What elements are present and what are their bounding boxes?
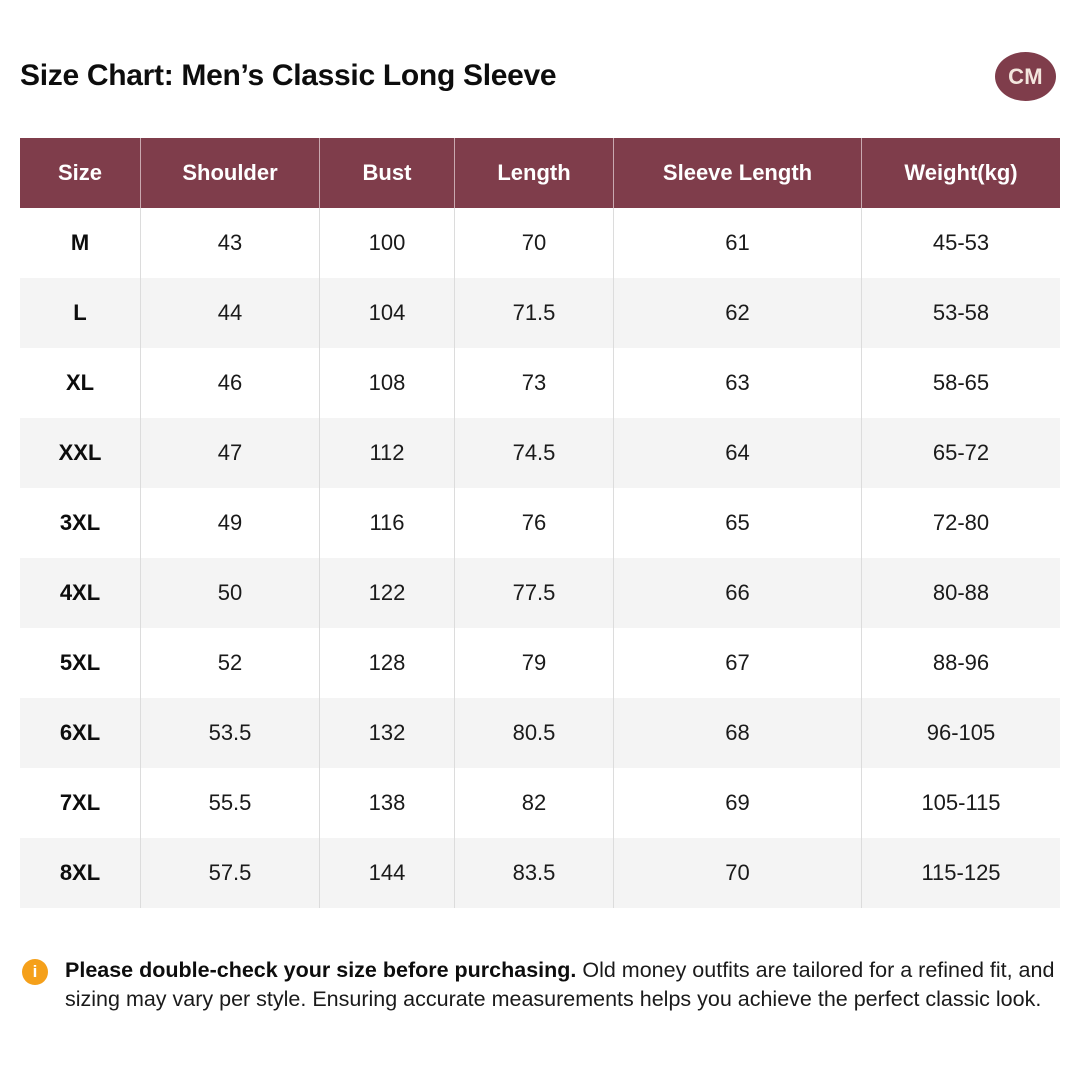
cell-bust: 128 bbox=[319, 628, 454, 698]
cell-shoulder: 52 bbox=[140, 628, 319, 698]
cell-length: 77.5 bbox=[454, 558, 613, 628]
table-body: M 43 100 70 61 45-53 L 44 104 71.5 62 53-58 XL 46 108 7… bbox=[20, 208, 1060, 908]
unit-toggle-badge[interactable]: CM bbox=[995, 52, 1056, 101]
cell-sleeve-length: 63 bbox=[613, 348, 861, 418]
cell-bust: 122 bbox=[319, 558, 454, 628]
note-text: Please double-check your size before pur… bbox=[65, 956, 1055, 1014]
cell-weight: 45-53 bbox=[861, 208, 1060, 278]
cell-length: 74.5 bbox=[454, 418, 613, 488]
cell-bust: 100 bbox=[319, 208, 454, 278]
table-row: L 44 104 71.5 62 53-58 bbox=[20, 278, 1060, 348]
cell-length: 73 bbox=[454, 348, 613, 418]
table-row: XL 46 108 73 63 58-65 bbox=[20, 348, 1060, 418]
cell-weight: 88-96 bbox=[861, 628, 1060, 698]
column-header-sleeve-length: Sleeve Length bbox=[613, 138, 861, 208]
cell-sleeve-length: 68 bbox=[613, 698, 861, 768]
cell-length: 71.5 bbox=[454, 278, 613, 348]
cell-shoulder: 57.5 bbox=[140, 838, 319, 908]
column-header-bust: Bust bbox=[319, 138, 454, 208]
table-row: 7XL 55.5 138 82 69 105-115 bbox=[20, 768, 1060, 838]
cell-length: 70 bbox=[454, 208, 613, 278]
cell-weight: 65-72 bbox=[861, 418, 1060, 488]
cell-size: XXL bbox=[58, 440, 102, 465]
cell-bust: 144 bbox=[319, 838, 454, 908]
size-advice-note: i Please double-check your size before p… bbox=[22, 956, 1062, 1014]
cell-sleeve-length: 69 bbox=[613, 768, 861, 838]
table-row: 3XL 49 116 76 65 72-80 bbox=[20, 488, 1060, 558]
cell-bust: 132 bbox=[319, 698, 454, 768]
cell-shoulder: 44 bbox=[140, 278, 319, 348]
column-header-size: Size bbox=[57, 160, 103, 185]
cell-shoulder: 50 bbox=[140, 558, 319, 628]
table-row: M 43 100 70 61 45-53 bbox=[20, 208, 1060, 278]
cell-shoulder: 43 bbox=[140, 208, 319, 278]
cell-weight: 72-80 bbox=[861, 488, 1060, 558]
cell-size: 4XL bbox=[59, 580, 101, 605]
cell-bust: 138 bbox=[319, 768, 454, 838]
table-row: 6XL 53.5 132 80.5 68 96-105 bbox=[20, 698, 1060, 768]
cell-weight: 115-125 bbox=[861, 838, 1060, 908]
cell-sleeve-length: 64 bbox=[613, 418, 861, 488]
cell-weight: 80-88 bbox=[861, 558, 1060, 628]
cell-size: 3XL bbox=[59, 510, 101, 535]
cell-sleeve-length: 62 bbox=[613, 278, 861, 348]
cell-sleeve-length: 70 bbox=[613, 838, 861, 908]
cell-size: L bbox=[73, 300, 87, 325]
cell-shoulder: 46 bbox=[140, 348, 319, 418]
cell-size: 8XL bbox=[59, 860, 101, 885]
info-icon: i bbox=[22, 959, 48, 985]
cell-sleeve-length: 61 bbox=[613, 208, 861, 278]
cell-shoulder: 53.5 bbox=[140, 698, 319, 768]
cell-size: XL bbox=[65, 370, 95, 395]
cell-weight: 53-58 bbox=[861, 278, 1060, 348]
size-chart-table: Size Shoulder Bust Length Sleeve Length … bbox=[20, 138, 1060, 908]
cell-weight: 58-65 bbox=[861, 348, 1060, 418]
column-header-weight: Weight(kg) bbox=[861, 138, 1060, 208]
cell-shoulder: 47 bbox=[140, 418, 319, 488]
cell-size: M bbox=[70, 230, 90, 255]
cell-weight: 105-115 bbox=[861, 768, 1060, 838]
cell-bust: 112 bbox=[319, 418, 454, 488]
cell-sleeve-length: 67 bbox=[613, 628, 861, 698]
cell-bust: 116 bbox=[319, 488, 454, 558]
cell-length: 79 bbox=[454, 628, 613, 698]
cell-bust: 104 bbox=[319, 278, 454, 348]
table-header-row: Size Shoulder Bust Length Sleeve Length … bbox=[20, 138, 1060, 208]
cell-shoulder: 55.5 bbox=[140, 768, 319, 838]
cell-size: 5XL bbox=[59, 650, 101, 675]
cell-length: 82 bbox=[454, 768, 613, 838]
column-header-length: Length bbox=[454, 138, 613, 208]
cell-bust: 108 bbox=[319, 348, 454, 418]
column-header-shoulder: Shoulder bbox=[140, 138, 319, 208]
note-body-text: Old money outfits are tailored for a ref… bbox=[65, 958, 1055, 1011]
cell-length: 80.5 bbox=[454, 698, 613, 768]
table-row: 4XL 50 122 77.5 66 80-88 bbox=[20, 558, 1060, 628]
page-title: Size Chart: Men’s Classic Long Sleeve bbox=[20, 59, 557, 92]
cell-length: 76 bbox=[454, 488, 613, 558]
cell-size: 6XL bbox=[59, 720, 101, 745]
cell-weight: 96-105 bbox=[861, 698, 1060, 768]
table-row: XXL 47 112 74.5 64 65-72 bbox=[20, 418, 1060, 488]
note-bold-text: Please double-check your size before pur… bbox=[65, 958, 577, 982]
table-row: 8XL 57.5 144 83.5 70 115-125 bbox=[20, 838, 1060, 908]
cell-sleeve-length: 65 bbox=[613, 488, 861, 558]
cell-length: 83.5 bbox=[454, 838, 613, 908]
cell-sleeve-length: 66 bbox=[613, 558, 861, 628]
cell-size: 7XL bbox=[59, 790, 101, 815]
table-row: 5XL 52 128 79 67 88-96 bbox=[20, 628, 1060, 698]
cell-shoulder: 49 bbox=[140, 488, 319, 558]
